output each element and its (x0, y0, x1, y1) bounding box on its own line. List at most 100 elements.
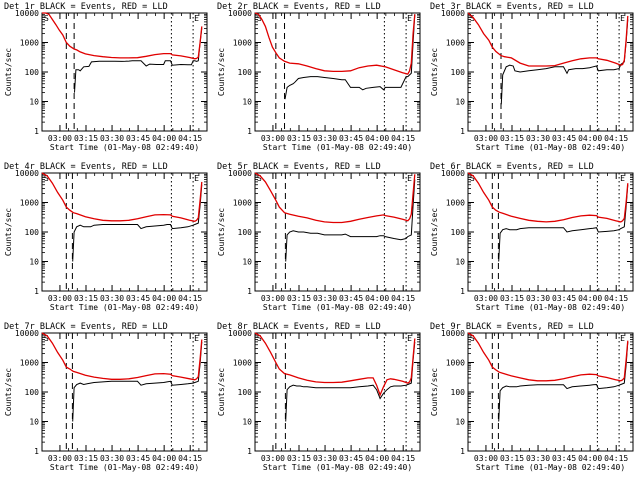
detector-panel-1: Det 1r BLACK = Events, RED = LLD 1 10 100 10… (0, 0, 213, 160)
y-tick-label: 1000 (20, 39, 39, 48)
events-series-line (498, 184, 629, 262)
plot-frame (254, 332, 421, 452)
x-tick-label: 03:00 (48, 454, 72, 463)
x-tick-label: 04:00 (578, 454, 602, 463)
y-axis-label: Counts/sec (217, 208, 226, 256)
y-tick-label: 100 (238, 68, 253, 77)
end-marker: E (620, 14, 625, 23)
x-tick-label: 03:30 (526, 294, 550, 303)
y-tick-label: 10000 (228, 169, 252, 178)
x-tick-label: 03:15 (74, 134, 98, 143)
chart-svg: Det 5r BLACK = Events, RED = LLD 1 10 100 10… (217, 162, 421, 312)
detector-panel-3: Det 3r BLACK = Events, RED = LLD 1 10 100 10… (426, 0, 639, 160)
y-tick-label: 10000 (15, 329, 39, 338)
chart-title: Det 8r BLACK = Events, RED = LLD (217, 322, 381, 332)
x-tick-label: 04:15 (178, 134, 202, 143)
x-axis-label: Start Time (01-May-08 02:49:40) (263, 143, 412, 152)
end-marker: E (194, 334, 199, 343)
chart-svg: Det 8r BLACK = Events, RED = LLD 1 10 100 10… (217, 322, 421, 472)
y-tick-label: 100 (25, 68, 40, 77)
x-tick-label: 04:15 (604, 294, 628, 303)
x-tick-label: 04:00 (365, 134, 389, 143)
x-tick-label: 03:00 (261, 294, 285, 303)
lld-series-line (41, 332, 203, 381)
y-tick-label: 100 (25, 228, 40, 237)
events-series-line (285, 341, 416, 422)
chart-svg: Det 4r BLACK = Events, RED = LLD 1 10 100 10… (4, 162, 208, 312)
y-tick-label: 1000 (20, 199, 39, 208)
x-tick-label: 03:00 (474, 134, 498, 143)
x-tick-label: 04:00 (365, 294, 389, 303)
events-series-line (500, 19, 629, 105)
x-tick-label: 03:30 (313, 134, 337, 143)
x-tick-label: 04:15 (391, 454, 415, 463)
y-tick-label: 10000 (441, 169, 465, 178)
chart-title: Det 7r BLACK = Events, RED = LLD (4, 322, 168, 332)
chart-svg: Det 6r BLACK = Events, RED = LLD 1 10 100 10… (430, 162, 634, 312)
y-tick-label: 1 (34, 127, 39, 136)
y-tick-label: 10 (242, 418, 252, 427)
x-tick-label: 04:00 (152, 134, 176, 143)
chart-title: Det 4r BLACK = Events, RED = LLD (4, 162, 168, 172)
x-tick-label: 04:15 (178, 294, 202, 303)
x-axis-label: Start Time (01-May-08 02:49:40) (50, 303, 199, 312)
x-tick-label: 03:45 (552, 294, 576, 303)
y-tick-label: 1 (247, 287, 252, 296)
x-tick-label: 03:45 (339, 294, 363, 303)
y-tick-label: 10000 (441, 9, 465, 18)
x-axis-label: Start Time (01-May-08 02:49:40) (50, 463, 199, 472)
lld-series-line (42, 12, 203, 60)
x-tick-label: 03:15 (74, 454, 98, 463)
start-marker: S (257, 174, 262, 183)
x-axis-label: Start Time (01-May-08 02:49:40) (476, 303, 625, 312)
x-tick-label: 03:45 (126, 294, 150, 303)
y-tick-label: 10 (29, 418, 39, 427)
events-series-line (72, 184, 203, 262)
chart-svg: Det 1r BLACK = Events, RED = LLD 1 10 100 10… (4, 2, 208, 152)
chart-title: Det 5r BLACK = Events, RED = LLD (217, 162, 381, 172)
y-tick-label: 1000 (446, 359, 465, 368)
y-axis-label: Counts/sec (430, 48, 439, 96)
detector-panel-7: Det 7r BLACK = Events, RED = LLD 1 10 100 10… (0, 320, 213, 480)
x-axis-label: Start Time (01-May-08 02:49:40) (476, 463, 625, 472)
y-tick-label: 100 (25, 388, 40, 397)
lld-series-line (254, 12, 416, 75)
x-tick-label: 03:45 (339, 134, 363, 143)
x-tick-label: 04:00 (578, 134, 602, 143)
y-axis-label: Counts/sec (4, 208, 13, 256)
x-tick-label: 03:45 (126, 134, 150, 143)
y-tick-label: 100 (451, 388, 466, 397)
x-tick-label: 03:15 (287, 454, 311, 463)
x-axis-label: Start Time (01-May-08 02:49:40) (476, 143, 625, 152)
end-marker: E (620, 174, 625, 183)
x-tick-label: 03:00 (48, 294, 72, 303)
y-tick-label: 10000 (228, 9, 252, 18)
x-tick-label: 03:30 (313, 294, 337, 303)
x-tick-label: 03:00 (474, 454, 498, 463)
y-axis-label: Counts/sec (4, 48, 13, 96)
y-axis-label: Counts/sec (430, 208, 439, 256)
chart-title: Det 3r BLACK = Events, RED = LLD (430, 2, 594, 12)
detector-panel-8: Det 8r BLACK = Events, RED = LLD 1 10 100 10… (213, 320, 426, 480)
x-tick-label: 04:00 (152, 294, 176, 303)
y-tick-label: 1 (460, 287, 465, 296)
y-tick-label: 100 (451, 228, 466, 237)
y-tick-label: 1000 (446, 39, 465, 48)
chart-svg: Det 7r BLACK = Events, RED = LLD 1 10 100 10… (4, 322, 208, 472)
x-tick-label: 04:15 (391, 134, 415, 143)
start-marker: S (44, 14, 49, 23)
end-marker: E (407, 174, 412, 183)
y-tick-label: 100 (238, 388, 253, 397)
y-tick-label: 10000 (15, 9, 39, 18)
y-tick-label: 10 (29, 258, 39, 267)
start-marker: S (470, 174, 475, 183)
detector-panel-9: Det 9r BLACK = Events, RED = LLD 1 10 100 10… (426, 320, 639, 480)
plot-frame (254, 172, 421, 292)
y-tick-label: 10 (455, 418, 465, 427)
y-tick-label: 10000 (228, 329, 252, 338)
x-tick-label: 03:45 (126, 454, 150, 463)
start-marker: S (257, 334, 262, 343)
x-axis-label: Start Time (01-May-08 02:49:40) (263, 303, 412, 312)
x-tick-label: 04:15 (604, 454, 628, 463)
y-tick-label: 10 (242, 98, 252, 107)
